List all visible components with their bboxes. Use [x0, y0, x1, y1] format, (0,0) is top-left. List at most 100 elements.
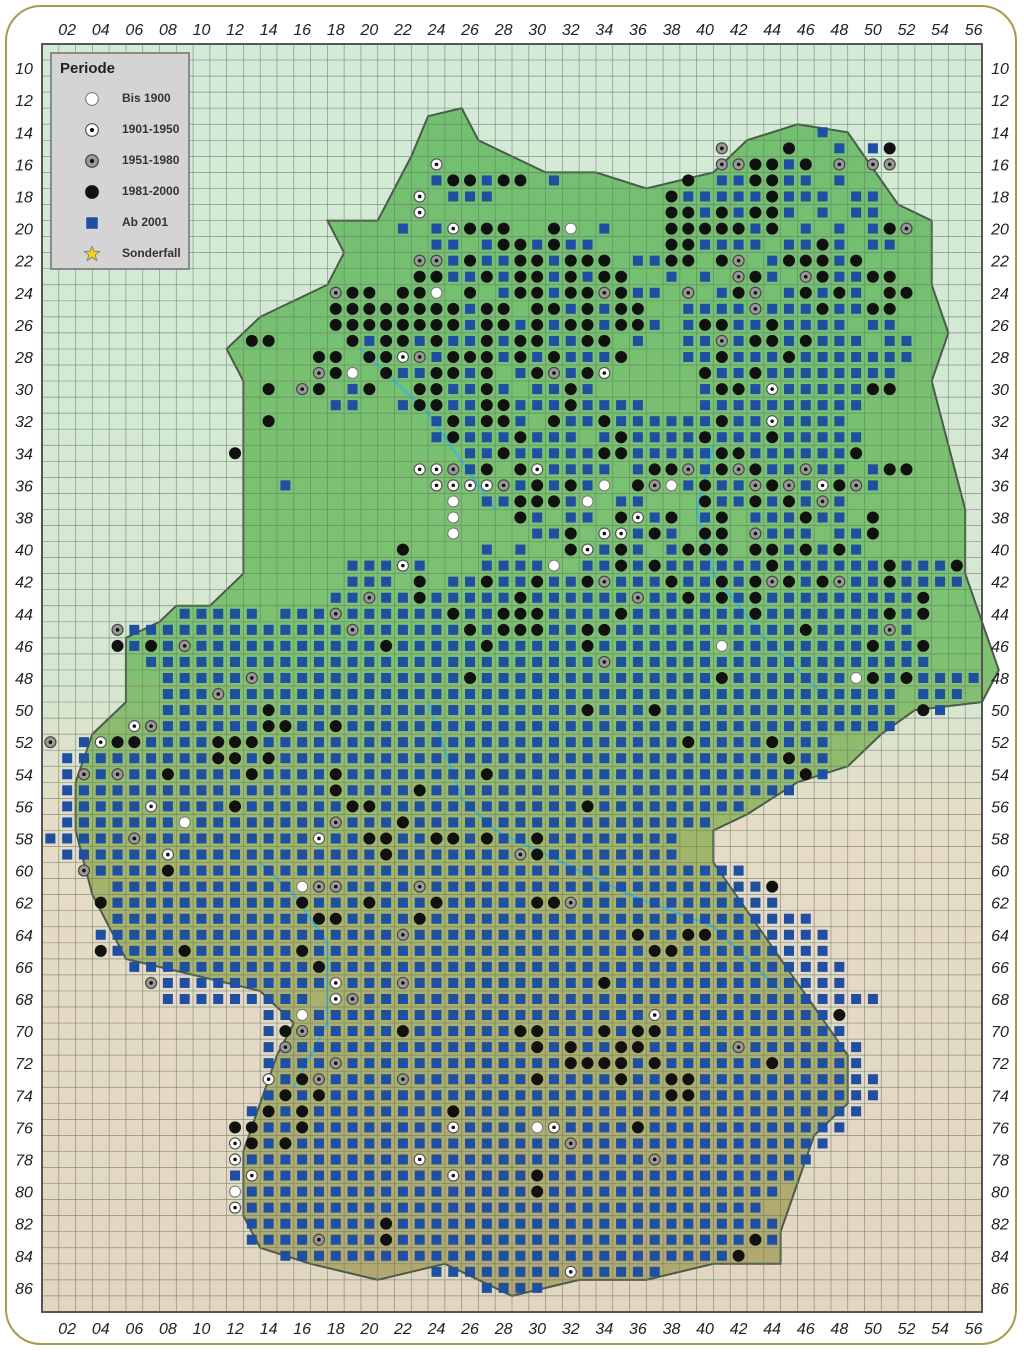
record-ab-2001: [800, 1138, 811, 1149]
record-1981-2000: [497, 399, 510, 412]
record-1981-2000: [480, 334, 493, 347]
record-ab-2001: [716, 303, 727, 314]
record-ab-2001: [700, 977, 711, 988]
record-1981-2000: [262, 1105, 275, 1118]
record-ab-2001: [851, 576, 862, 587]
record-ab-2001: [196, 945, 207, 956]
record-ab-2001: [632, 705, 643, 716]
record-ab-2001: [330, 1218, 341, 1229]
record-ab-2001: [448, 1138, 459, 1149]
record-1951-1980: [715, 142, 728, 155]
record-ab-2001: [347, 1202, 358, 1213]
record-ab-2001: [515, 1250, 526, 1261]
record-ab-2001: [616, 640, 627, 651]
record-ab-2001: [230, 785, 241, 796]
record-ab-2001: [465, 705, 476, 716]
record-1981-2000: [648, 704, 661, 717]
record-ab-2001: [498, 961, 509, 972]
record-1901-1950: [463, 479, 477, 492]
record-ab-2001: [397, 672, 408, 683]
record-ab-2001: [448, 640, 459, 651]
record-1981-2000: [598, 623, 611, 636]
record-ab-2001: [481, 929, 492, 940]
record-1981-2000: [363, 350, 376, 363]
record-ab-2001: [666, 817, 677, 828]
record-ab-2001: [515, 897, 526, 908]
record-ab-2001: [448, 1042, 459, 1053]
record-ab-2001: [481, 689, 492, 700]
record-ab-2001: [733, 1138, 744, 1149]
record-ab-2001: [632, 432, 643, 443]
record-ab-2001: [565, 833, 576, 844]
record-ab-2001: [548, 993, 559, 1004]
record-ab-2001: [565, 608, 576, 619]
record-ab-2001: [750, 351, 761, 362]
record-ab-2001: [397, 785, 408, 796]
record-ab-2001: [162, 656, 173, 667]
record-ab-2001: [548, 785, 559, 796]
record-ab-2001: [481, 672, 492, 683]
record-ab-2001: [783, 592, 794, 603]
record-ab-2001: [683, 801, 694, 812]
record-ab-2001: [129, 929, 140, 940]
record-1981-2000: [514, 463, 527, 476]
record-ab-2001: [515, 319, 526, 330]
record-ab-2001: [112, 913, 123, 924]
record-ab-2001: [632, 993, 643, 1004]
legend-item: 1901-1950: [52, 119, 192, 141]
record-ab-2001: [213, 608, 224, 619]
record-ab-2001: [683, 1202, 694, 1213]
record-ab-2001: [297, 993, 308, 1004]
record-ab-2001: [313, 785, 324, 796]
record-ab-2001: [565, 961, 576, 972]
record-ab-2001: [548, 640, 559, 651]
record-ab-2001: [750, 512, 761, 523]
record-ab-2001: [783, 368, 794, 379]
record-1981-2000: [396, 286, 409, 299]
record-ab-2001: [565, 656, 576, 667]
record-1981-2000: [464, 671, 477, 684]
record-1981-2000: [312, 912, 325, 925]
record-ab-2001: [448, 1250, 459, 1261]
record-1951-1980: [715, 158, 728, 171]
record-ab-2001: [347, 1106, 358, 1117]
axis-tick-label: 38: [663, 1321, 681, 1338]
record-ab-2001: [817, 191, 828, 202]
record-1981-2000: [514, 270, 527, 283]
record-1951-1980: [279, 1041, 292, 1054]
record-ab-2001: [548, 737, 559, 748]
record-ab-2001: [884, 721, 895, 732]
record-ab-2001: [733, 239, 744, 250]
record-ab-2001: [599, 929, 610, 940]
record-ab-2001: [548, 977, 559, 988]
record-ab-2001: [683, 560, 694, 571]
record-ab-2001: [515, 576, 526, 587]
record-ab-2001: [733, 351, 744, 362]
record-1981-2000: [581, 800, 594, 813]
record-ab-2001: [683, 303, 694, 314]
record-ab-2001: [649, 881, 660, 892]
record-ab-2001: [884, 592, 895, 603]
record-ab-2001: [851, 1090, 862, 1101]
record-ab-2001: [381, 881, 392, 892]
record-1981-2000: [380, 350, 393, 363]
record-ab-2001: [481, 961, 492, 972]
record-ab-2001: [733, 705, 744, 716]
record-ab-2001: [162, 961, 173, 972]
record-ab-2001: [733, 1202, 744, 1213]
record-ab-2001: [414, 977, 425, 988]
record-ab-2001: [700, 689, 711, 700]
record-1901-1950: [413, 1153, 426, 1166]
axis-tick-label: 78: [15, 1152, 33, 1169]
record-ab-2001: [548, 1170, 559, 1181]
record-1981-2000: [94, 896, 107, 909]
record-ab-2001: [548, 448, 559, 459]
record-1951-1980: [900, 222, 913, 235]
record-ab-2001: [716, 977, 727, 988]
record-ab-2001: [179, 721, 190, 732]
record-1981-2000: [749, 174, 762, 187]
record-1981-2000: [111, 736, 124, 749]
record-ab-2001: [834, 689, 845, 700]
record-ab-2001: [800, 175, 811, 186]
record-ab-2001: [783, 512, 794, 523]
